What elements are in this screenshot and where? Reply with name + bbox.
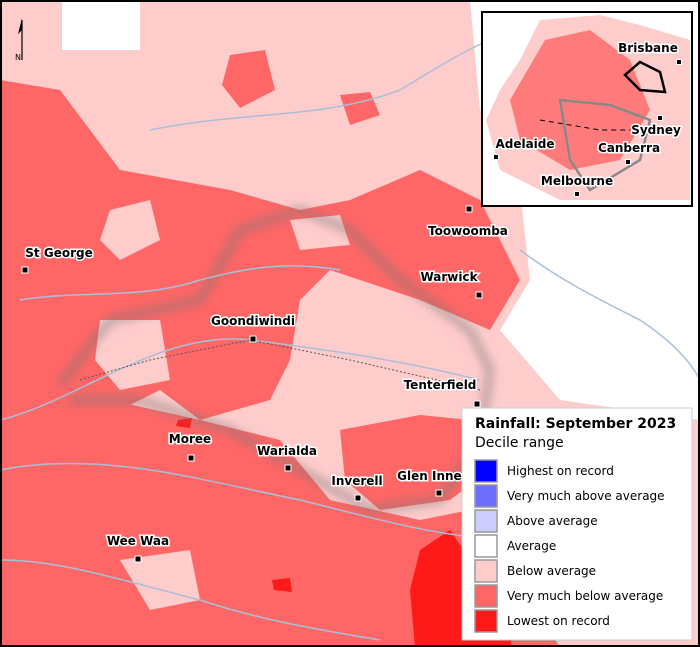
town-label: Toowoomba xyxy=(428,224,508,238)
legend: Rainfall: September 2023 Decile range Hi… xyxy=(461,407,693,641)
very-much-below-area xyxy=(222,50,275,108)
legend-swatch xyxy=(474,459,498,483)
below-area xyxy=(100,200,160,260)
city-label: Sydney xyxy=(631,123,681,137)
town-marker xyxy=(475,291,483,299)
town-label: Moree xyxy=(169,432,211,446)
town-label: Inverell xyxy=(331,474,382,488)
city-marker xyxy=(676,59,682,65)
legend-label: Very much above average xyxy=(507,489,665,503)
town-label: Glen Innes xyxy=(397,469,469,483)
town-marker xyxy=(473,400,481,408)
inset xyxy=(481,11,693,207)
town-label: Tenterfield xyxy=(404,378,477,392)
city-marker xyxy=(574,191,580,197)
town-label: Warialda xyxy=(257,444,317,458)
town-label: Goondiwindi xyxy=(211,314,295,328)
legend-label: Below average xyxy=(507,564,596,578)
city-label: Brisbane xyxy=(618,41,678,55)
legend-swatch xyxy=(474,534,498,558)
legend-label: Average xyxy=(507,539,556,553)
city-label: Adelaide xyxy=(495,137,554,151)
legend-label: Lowest on record xyxy=(507,614,610,628)
lowest-area xyxy=(272,578,292,592)
lowest-area xyxy=(176,418,192,428)
region-outline xyxy=(57,206,494,514)
town-label: Wee Waa xyxy=(107,534,169,548)
town-marker xyxy=(21,266,29,274)
city-marker xyxy=(493,154,499,160)
town-label: St George xyxy=(25,246,92,260)
legend-swatch xyxy=(474,609,498,633)
city-marker xyxy=(625,159,631,165)
inset-cities: Brisbane Sydney Canberra Adelaide Melbourne xyxy=(493,40,682,197)
legend-subtitle: Decile range xyxy=(475,435,564,451)
state-border xyxy=(79,339,481,391)
legend-swatch xyxy=(474,584,498,608)
legend-swatch xyxy=(474,484,498,508)
legend-label: Above average xyxy=(507,514,598,528)
legend-swatch xyxy=(474,559,498,583)
town-marker xyxy=(354,494,362,502)
legend-label: Highest on record xyxy=(507,464,614,478)
town-marker xyxy=(465,205,473,213)
legend-label: Very much below average xyxy=(507,589,663,603)
legend-items: Highest on record Very much above average… xyxy=(474,459,665,633)
town-marker xyxy=(435,489,443,497)
town-marker xyxy=(249,335,257,343)
town-marker xyxy=(187,454,195,462)
town-marker xyxy=(284,464,292,472)
town-marker xyxy=(134,555,142,563)
city-label: Canberra xyxy=(598,141,660,155)
city-marker xyxy=(657,115,663,121)
town-label: Warwick xyxy=(420,270,478,284)
city-label: Melbourne xyxy=(541,174,613,188)
very-much-below-area xyxy=(0,80,520,520)
north-arrow: N xyxy=(15,18,23,62)
towns: St George Toowoomba Warwick Goondiwindi Tent… xyxy=(21,205,509,563)
north-label: N xyxy=(15,53,21,62)
average-area xyxy=(62,0,140,50)
legend-swatch xyxy=(474,509,498,533)
legend-title: Rainfall: September 2023 xyxy=(475,416,676,432)
